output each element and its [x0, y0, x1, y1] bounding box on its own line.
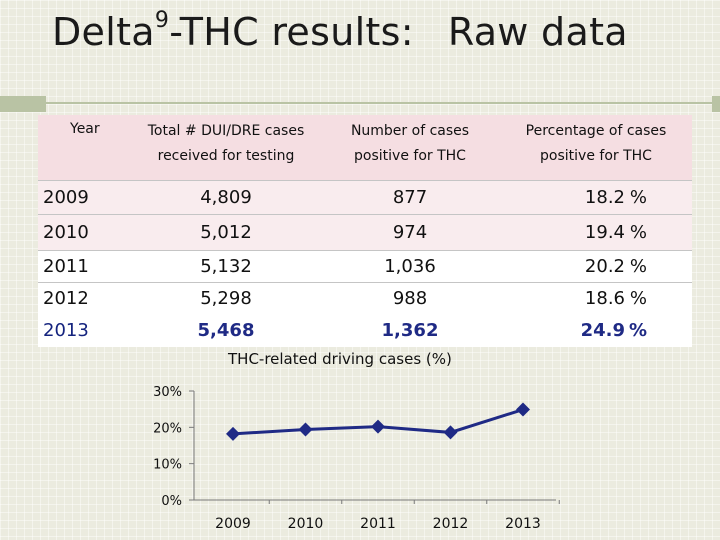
cell-positive: 988: [320, 282, 500, 314]
pct-sign: %: [629, 186, 647, 208]
pct-sign: %: [629, 287, 647, 309]
cell-percentage: 20.2%: [500, 250, 692, 283]
data-point: [298, 422, 313, 437]
y-tick-label: 20%: [153, 421, 182, 436]
header-total-line2: received for testing: [157, 148, 295, 164]
cell-total: 5,132: [132, 250, 320, 283]
table-row: 2013 5,468 1,362 24.9%: [38, 314, 692, 347]
cell-year: 2013: [38, 314, 132, 347]
decorative-rule: [0, 102, 720, 104]
header-total-line1: Total # DUI/DRE cases: [147, 123, 305, 139]
header-pct-line2: positive for THC: [540, 148, 652, 164]
cell-percentage: 24.9%: [500, 314, 692, 347]
pct-value: 24.9: [580, 320, 625, 341]
cell-year: 2009: [38, 180, 132, 215]
data-point: [516, 402, 530, 417]
y-tick-label: 30%: [153, 385, 182, 400]
x-tick-label: 2010: [288, 516, 324, 532]
pct-sign: %: [629, 255, 647, 277]
cell-total: 5,468: [132, 314, 320, 347]
y-tick-label: 10%: [153, 458, 182, 473]
chart-title: THC-related driving cases (%): [228, 350, 452, 368]
x-tick-label: 2013: [505, 516, 541, 532]
title-superscript: 9: [154, 8, 170, 34]
cell-percentage: 18.6%: [500, 282, 692, 314]
title-rest: -THC results:: [169, 10, 414, 54]
cell-year: 2012: [38, 282, 132, 314]
title-main: Delta: [52, 10, 155, 54]
cell-total: 5,012: [132, 214, 320, 251]
header-total-cases: Total # DUI/DRE cases received for testi…: [132, 115, 320, 181]
cell-year: 2011: [38, 250, 132, 283]
table-row: 2010 5,012 974 19.4%: [38, 214, 692, 251]
table-row: 2012 5,298 988 18.6%: [38, 282, 692, 314]
x-tick-label: 2009: [215, 516, 251, 532]
table-header-row: Year Total # DUI/DRE cases received for …: [38, 115, 692, 181]
thc-results-table: Year Total # DUI/DRE cases received for …: [38, 115, 692, 347]
header-positive-cases: Number of cases positive for THC: [320, 115, 500, 181]
pct-sign: %: [628, 320, 647, 341]
pct-sign: %: [629, 221, 647, 243]
cell-percentage: 18.2%: [500, 180, 692, 215]
cell-positive: 974: [320, 214, 500, 251]
decorative-block-right: [712, 96, 720, 112]
data-point: [443, 425, 458, 440]
x-tick-label: 2012: [433, 516, 469, 532]
decorative-block-left: [0, 96, 46, 112]
slide-title: Delta9-THC results: Raw data: [52, 8, 628, 54]
table-row: 2011 5,132 1,036 20.2%: [38, 250, 692, 283]
header-percentage: Percentage of cases positive for THC: [500, 115, 692, 181]
cell-positive: 877: [320, 180, 500, 215]
pct-value: 20.2: [584, 255, 625, 277]
header-pct-line1: Percentage of cases: [525, 123, 667, 139]
pct-value: 19.4: [584, 221, 625, 243]
pct-value: 18.6: [584, 287, 625, 309]
series-line: [232, 408, 524, 436]
cell-total: 4,809: [132, 180, 320, 215]
y-tick-label: 0%: [161, 494, 182, 509]
data-point: [371, 419, 385, 434]
title-tail: Raw data: [447, 10, 628, 54]
cell-positive: 1,362: [320, 314, 500, 347]
header-positive-line2: positive for THC: [354, 148, 466, 164]
table-row: 2009 4,809 877 18.2%: [38, 180, 692, 215]
cell-total: 5,298: [132, 282, 320, 314]
pct-value: 18.2: [584, 186, 625, 208]
cell-percentage: 19.4%: [500, 214, 692, 251]
header-positive-line1: Number of cases: [350, 123, 470, 139]
cell-positive: 1,036: [320, 250, 500, 283]
header-year: Year: [38, 115, 132, 181]
cell-year: 2010: [38, 214, 132, 251]
x-tick-label: 2011: [360, 516, 396, 532]
data-point: [226, 426, 240, 441]
